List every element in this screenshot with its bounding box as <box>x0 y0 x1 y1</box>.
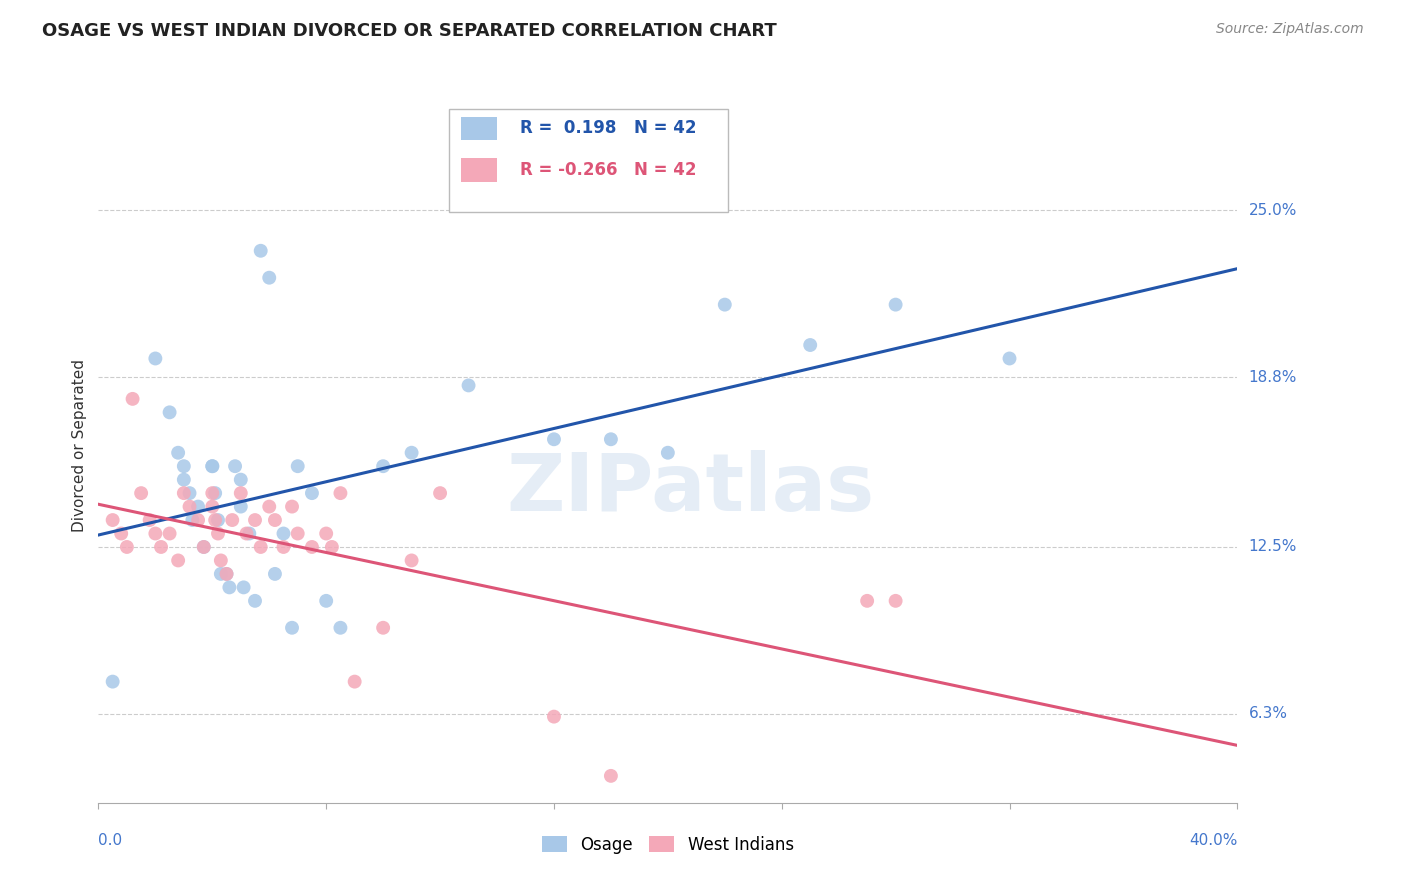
Point <box>167 553 190 567</box>
Point <box>173 486 195 500</box>
Point <box>145 351 167 366</box>
Point <box>201 459 224 474</box>
Point <box>159 526 181 541</box>
Point <box>401 446 423 460</box>
Point <box>287 459 309 474</box>
Point <box>243 594 266 608</box>
Point <box>657 446 679 460</box>
Text: 0.0: 0.0 <box>98 833 122 848</box>
Text: N = 42: N = 42 <box>634 120 696 137</box>
Point <box>301 540 323 554</box>
Point <box>235 526 257 541</box>
Y-axis label: Divorced or Separated: Divorced or Separated <box>72 359 87 533</box>
Point <box>799 338 821 352</box>
Text: 18.8%: 18.8% <box>1249 370 1296 384</box>
Point <box>221 513 243 527</box>
Point <box>204 513 226 527</box>
Point <box>207 513 229 527</box>
Point <box>259 270 281 285</box>
Text: R =  0.198: R = 0.198 <box>520 120 616 137</box>
Point <box>543 432 565 446</box>
Text: Source: ZipAtlas.com: Source: ZipAtlas.com <box>1216 22 1364 37</box>
Point <box>201 486 224 500</box>
Point <box>193 540 215 554</box>
Point <box>150 540 173 554</box>
Legend: Osage, West Indians: Osage, West Indians <box>533 828 803 863</box>
Point <box>373 459 395 474</box>
Text: N = 42: N = 42 <box>634 161 696 178</box>
Point <box>204 486 226 500</box>
Point <box>115 540 138 554</box>
Text: 6.3%: 6.3% <box>1249 706 1288 722</box>
Point <box>287 526 309 541</box>
Point <box>301 486 323 500</box>
Text: R = -0.266: R = -0.266 <box>520 161 617 178</box>
Point <box>179 486 201 500</box>
Point <box>321 540 343 554</box>
Point <box>329 486 352 500</box>
Point <box>209 566 232 581</box>
Point <box>229 500 252 514</box>
Point <box>218 580 240 594</box>
Point <box>201 459 224 474</box>
Point <box>181 513 204 527</box>
Point <box>273 526 295 541</box>
Point <box>173 459 195 474</box>
Point <box>273 540 295 554</box>
Point <box>457 378 479 392</box>
Point <box>884 594 907 608</box>
Point <box>264 513 287 527</box>
Point <box>884 298 907 312</box>
Text: ZIPatlas: ZIPatlas <box>506 450 875 528</box>
Point <box>600 769 623 783</box>
Point <box>543 709 565 723</box>
Point <box>207 526 229 541</box>
Point <box>110 526 132 541</box>
Point <box>187 513 209 527</box>
Point <box>215 566 238 581</box>
Point <box>101 513 124 527</box>
Point <box>179 500 201 514</box>
Point <box>101 674 124 689</box>
Point <box>243 513 266 527</box>
Point <box>215 566 238 581</box>
Point <box>259 500 281 514</box>
Point <box>315 526 337 541</box>
Point <box>167 446 190 460</box>
Point <box>229 473 252 487</box>
Point <box>249 540 271 554</box>
Point <box>401 553 423 567</box>
Point <box>281 500 304 514</box>
Point <box>159 405 181 419</box>
Point <box>281 621 304 635</box>
Text: 40.0%: 40.0% <box>1189 833 1237 848</box>
Point <box>714 298 737 312</box>
Point <box>232 580 254 594</box>
Point <box>238 526 260 541</box>
Point <box>193 540 215 554</box>
Point <box>138 513 160 527</box>
Point <box>315 594 337 608</box>
Point <box>173 473 195 487</box>
Point <box>856 594 879 608</box>
Point <box>201 500 224 514</box>
Point <box>600 432 623 446</box>
Point <box>145 526 167 541</box>
Point <box>209 553 232 567</box>
Point <box>329 621 352 635</box>
Text: OSAGE VS WEST INDIAN DIVORCED OR SEPARATED CORRELATION CHART: OSAGE VS WEST INDIAN DIVORCED OR SEPARAT… <box>42 22 778 40</box>
Point <box>249 244 271 258</box>
Point <box>429 486 451 500</box>
Point <box>229 486 252 500</box>
Point <box>129 486 152 500</box>
Point <box>121 392 143 406</box>
Point <box>224 459 246 474</box>
Point <box>264 566 287 581</box>
Point <box>373 621 395 635</box>
Text: 25.0%: 25.0% <box>1249 202 1296 218</box>
Point <box>343 674 366 689</box>
Point <box>187 500 209 514</box>
Point <box>998 351 1021 366</box>
Text: 12.5%: 12.5% <box>1249 540 1296 555</box>
